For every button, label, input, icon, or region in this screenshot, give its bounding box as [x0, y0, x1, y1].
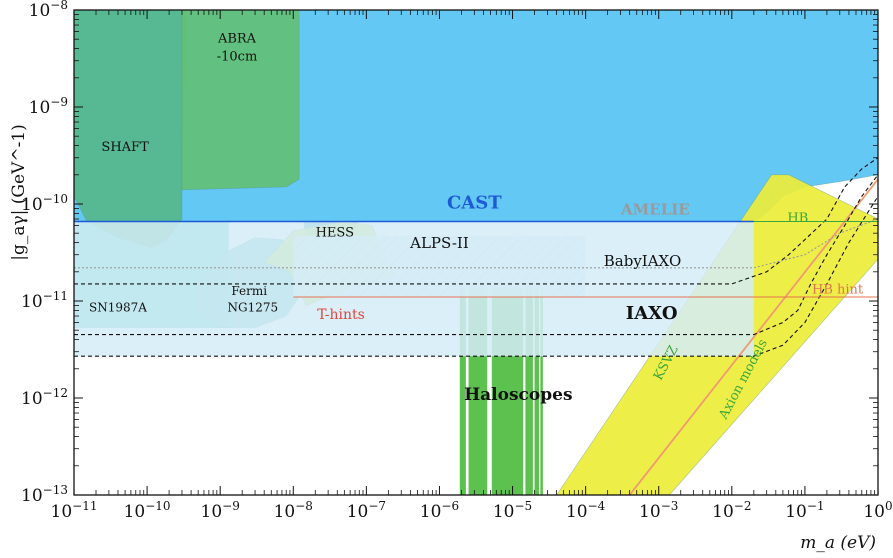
label-ng1275: NG1275 — [228, 300, 279, 314]
x-tick-label: 10−10 — [124, 499, 171, 522]
x-tick-label: 10−2 — [712, 499, 751, 522]
y-tick-label: 10−12 — [21, 386, 68, 409]
axis-label-layer: m_a (eV) |g_aγ| (GeV^-1) — [9, 124, 876, 553]
line-iaxo-plus — [74, 196, 878, 357]
y-tick-label: 10−13 — [21, 483, 68, 506]
x-tick-label: 10−11 — [51, 499, 98, 522]
label-cast: CAST — [447, 192, 502, 213]
region-haloscopes-band — [525, 286, 533, 495]
x-tick-label: 10−5 — [493, 499, 532, 522]
label-sn1987a: SN1987A — [89, 300, 147, 314]
y-tick-label: 10−10 — [21, 192, 68, 215]
label-10cm: -10cm — [217, 50, 258, 65]
plot-frame — [73, 9, 879, 496]
region-iaxo — [74, 221, 754, 357]
label-babyiaxo: BabyIAXO — [604, 252, 682, 270]
line-iaxo-limit — [74, 174, 878, 336]
region-haloscopes-band — [534, 286, 539, 495]
region-haloscopes-band — [540, 286, 543, 495]
label-amelie: AMELIE — [620, 200, 690, 218]
label-haloscopes: Haloscopes — [464, 385, 572, 405]
line-layer — [74, 157, 878, 495]
label-hess: HESS — [316, 226, 354, 241]
line-ksvz — [628, 178, 878, 495]
x-tick-label: 10−6 — [420, 499, 459, 522]
x-tick-label: 10−4 — [566, 499, 606, 522]
label-abra: ABRA — [217, 32, 257, 47]
label-hb-hint: HB hint — [812, 282, 864, 297]
line-amelie — [74, 218, 878, 269]
region-abra — [181, 10, 300, 191]
y-tick-label: 10−9 — [29, 95, 68, 118]
y-tick-label: 10−11 — [21, 289, 68, 312]
region-shaft — [74, 10, 188, 249]
x-axis-label: m_a (eV) — [800, 533, 876, 553]
region-layer — [74, 10, 878, 495]
x-tick-label: 10−7 — [347, 499, 386, 522]
x-tick-label: 10−1 — [785, 499, 824, 522]
y-axis-label: |g_aγ| (GeV^-1) — [9, 124, 29, 261]
x-tick-label: 100 — [863, 499, 892, 522]
label-shaft: SHAFT — [101, 140, 149, 155]
tick-layer: 10−11 10−10 10−9 10−8 10−7 10−6 10−5 10−4 10−3 10… — [21, 0, 893, 522]
region-haloscopes-band — [459, 286, 466, 495]
line-babyiaxo — [74, 157, 878, 285]
y-tick-label: 10−8 — [29, 0, 68, 21]
label-t-hints: T-hints — [317, 307, 365, 323]
label-fermi: Fermi — [231, 284, 267, 298]
label-iaxo: IAXO — [626, 303, 678, 324]
label-alps-ii: ALPS-II — [409, 234, 469, 252]
x-tick-label: 10−9 — [201, 499, 240, 522]
x-tick-label: 10−8 — [274, 499, 313, 522]
label-hb: HB — [787, 211, 808, 226]
x-tick-label: 10−3 — [639, 499, 678, 522]
